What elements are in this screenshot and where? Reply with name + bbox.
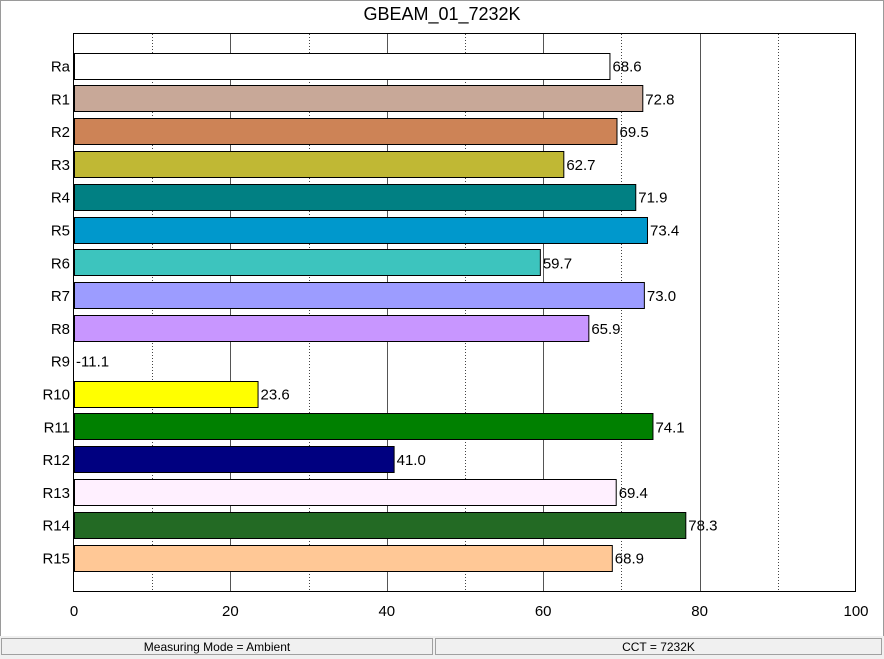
x-tick-label: 20 bbox=[222, 603, 239, 620]
value-label-r5: 73.4 bbox=[650, 223, 679, 240]
category-label-r11: R11 bbox=[44, 419, 70, 436]
category-labels: Ra R1 R2 R3 R4 R5 R6 R7 R8 R9 R10 R11 R12 R13 R14 R15 bbox=[42, 59, 70, 568]
value-label-r8: 65.9 bbox=[591, 321, 620, 338]
x-axis-ticks: 0 20 40 60 80 100 bbox=[70, 603, 869, 620]
value-label-r11: 74.1 bbox=[655, 419, 684, 436]
category-label-r8: R8 bbox=[51, 321, 70, 338]
category-label-r7: R7 bbox=[51, 288, 70, 305]
bar-r1 bbox=[74, 85, 644, 112]
bar-r5 bbox=[74, 217, 648, 244]
bar-r2 bbox=[74, 118, 618, 145]
category-label-r5: R5 bbox=[51, 223, 70, 240]
category-label-r13: R13 bbox=[42, 485, 70, 502]
value-label-r15: 68.9 bbox=[615, 551, 644, 568]
value-label-r13: 69.4 bbox=[619, 485, 648, 502]
cct-status: CCT = 7232K bbox=[435, 638, 882, 655]
x-tick-label: 0 bbox=[70, 603, 78, 620]
category-label-r1: R1 bbox=[51, 91, 70, 108]
bar-r8 bbox=[74, 315, 590, 342]
value-label-r4: 71.9 bbox=[638, 190, 667, 207]
value-label-r3: 62.7 bbox=[566, 157, 595, 174]
value-label-r9: -11.1 bbox=[76, 354, 109, 371]
category-label-r10: R10 bbox=[42, 387, 70, 404]
grid-lines bbox=[152, 34, 779, 592]
category-label-r4: R4 bbox=[51, 190, 70, 207]
chart-title: GBEAM_01_7232K bbox=[363, 4, 520, 25]
value-label-r2: 69.5 bbox=[619, 124, 648, 141]
category-label-r3: R3 bbox=[51, 157, 70, 174]
bar-r13 bbox=[74, 479, 617, 506]
value-label-r10: 23.6 bbox=[261, 387, 290, 404]
x-tick-label: 100 bbox=[843, 603, 868, 620]
category-label-r12: R12 bbox=[42, 452, 70, 469]
category-label-r9: R9 bbox=[51, 354, 70, 371]
value-label-r1: 72.8 bbox=[645, 91, 674, 108]
value-labels: 68.672.8 69.5 62.7 71.9 73.4 59.7 73.0 65.9 -11.… bbox=[76, 59, 718, 568]
value-label-r7: 73.0 bbox=[647, 288, 676, 305]
bar-r14 bbox=[74, 512, 687, 539]
plot-area bbox=[73, 33, 856, 592]
x-tick-label: 80 bbox=[691, 603, 708, 620]
status-bar: Measuring Mode = Ambient CCT = 7232K bbox=[0, 636, 884, 659]
bar-r15 bbox=[74, 545, 613, 572]
category-label-r2: R2 bbox=[51, 124, 70, 141]
value-label-r14: 78.3 bbox=[688, 518, 717, 535]
bar-r11 bbox=[74, 413, 654, 440]
category-label-r6: R6 bbox=[51, 255, 70, 272]
value-label-r6: 59.7 bbox=[543, 255, 572, 272]
x-tick-label: 40 bbox=[378, 603, 395, 620]
category-label-r14: R14 bbox=[42, 518, 70, 535]
value-label-r12: 41.0 bbox=[397, 452, 426, 469]
bar-r10 bbox=[74, 381, 259, 408]
bar-r7 bbox=[74, 282, 645, 309]
x-tick-label: 60 bbox=[535, 603, 552, 620]
measuring-mode-status: Measuring Mode = Ambient bbox=[1, 638, 433, 655]
bar-r12 bbox=[74, 446, 395, 473]
category-label-ra: Ra bbox=[51, 59, 71, 76]
bar-ra bbox=[74, 53, 611, 80]
bar-r4 bbox=[74, 184, 637, 211]
bars bbox=[74, 53, 687, 572]
bar-r3 bbox=[74, 151, 565, 178]
bar-r6 bbox=[74, 249, 541, 276]
value-label-ra: 68.6 bbox=[612, 59, 641, 76]
category-label-r15: R15 bbox=[42, 551, 70, 568]
bar-chart: GBEAM_01_7232K Ra R1 R2 R3 R4 R5 R6 R7 R8 R9 R10 R1… bbox=[42, 4, 869, 620]
